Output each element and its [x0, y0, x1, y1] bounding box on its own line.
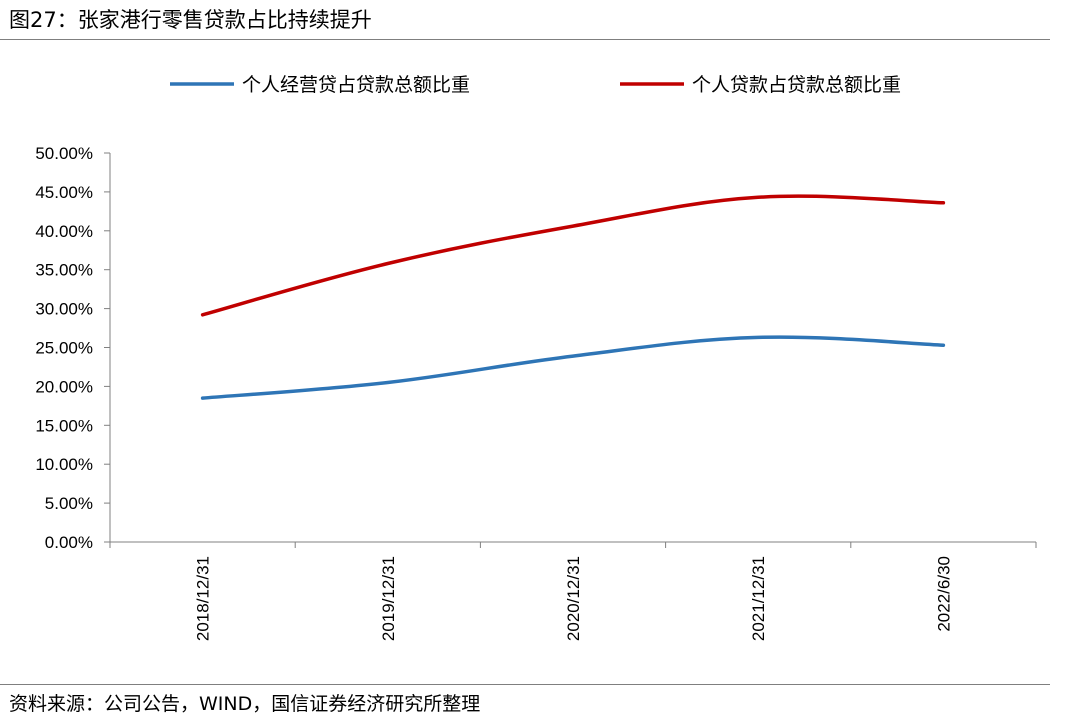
legend-label-2: 个人贷款占贷款总额比重 — [692, 74, 901, 96]
y-tick-label: 5.00% — [45, 494, 93, 513]
y-tick-label: 40.00% — [35, 222, 93, 241]
x-tick-label: 2021/12/31 — [749, 556, 768, 641]
legend-label-1: 个人经营贷占贷款总额比重 — [242, 74, 470, 96]
series-line-1 — [200, 335, 946, 400]
legend: 个人经营贷占贷款总额比重 个人贷款占贷款总额比重 — [170, 74, 901, 96]
x-tick-label: 2018/12/31 — [194, 556, 213, 641]
x-tick-label: 2020/12/31 — [564, 556, 583, 641]
y-tick-label: 30.00% — [35, 300, 93, 319]
title-divider — [0, 39, 1050, 40]
x-tick-label: 2022/6/30 — [934, 556, 953, 632]
y-tick-label: 50.00% — [35, 144, 93, 163]
y-tick-label: 45.00% — [35, 183, 93, 202]
y-tick-label: 15.00% — [35, 416, 93, 435]
series-line-2 — [200, 194, 946, 317]
figure-title: 图27：张家港行零售贷款占比持续提升 — [9, 8, 372, 32]
source-note: 资料来源：公司公告，WIND，国信证券经济研究所整理 — [9, 693, 481, 715]
y-tick-label: 35.00% — [35, 261, 93, 280]
y-tick-label: 0.00% — [45, 533, 93, 552]
y-axis: 0.00% 5.00% 10.00% 15.00% 20.00% 25.00% 30.00%… — [35, 144, 111, 552]
y-tick-label: 10.00% — [35, 455, 93, 474]
y-tick-label: 20.00% — [35, 377, 93, 396]
y-tick-label: 25.00% — [35, 339, 93, 358]
x-axis: 2018/12/31 2019/12/31 2020/12/31 2021/12/31… — [109, 541, 1037, 641]
x-tick-label: 2019/12/31 — [379, 556, 398, 641]
line-chart: 个人经营贷占贷款总额比重 个人贷款占贷款总额比重 0.00% 5.00% 10.00%… — [35, 74, 1037, 641]
source-divider — [0, 684, 1050, 685]
series-layer — [200, 194, 946, 400]
